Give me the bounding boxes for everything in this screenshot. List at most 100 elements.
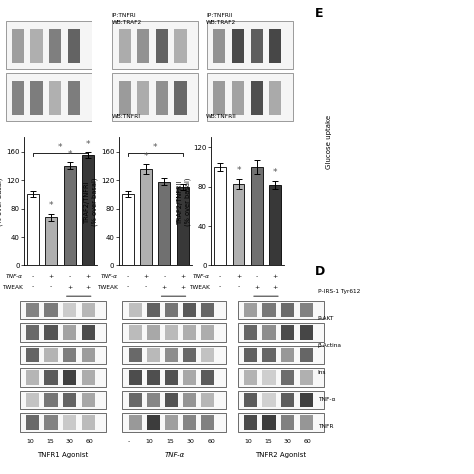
Bar [20,323,106,342]
Bar [27,194,39,265]
Bar [183,325,196,340]
Bar [118,29,131,63]
Bar [147,393,160,407]
Text: TWEAK: TWEAK [2,285,23,290]
Bar [112,73,198,121]
Text: 60: 60 [86,439,93,444]
Bar [26,370,39,385]
Text: -: - [237,285,240,290]
Text: TNFR2 Agonist: TNFR2 Agonist [255,452,307,458]
Bar [82,303,95,317]
Bar [129,415,142,430]
Bar [20,413,106,432]
Bar [201,393,214,407]
Text: -: - [127,274,129,280]
Text: -: - [32,274,34,280]
Text: *: * [67,149,72,158]
Text: -: - [219,285,221,290]
Text: +: + [236,274,241,280]
Bar [238,391,324,409]
Text: TNF-α: TNF-α [164,452,184,458]
Bar [213,81,226,115]
Bar [147,348,160,362]
Text: TNF-α: TNF-α [6,274,23,280]
Bar [45,370,58,385]
Bar [122,391,227,409]
Bar [45,325,58,340]
Text: -: - [255,274,258,280]
Text: WB:TNFRI: WB:TNFRI [111,114,140,119]
Y-axis label: TRAF2/TNFRI
(% over basal): TRAF2/TNFRI (% over basal) [84,177,98,226]
Bar [122,301,227,319]
Bar [233,184,245,265]
Bar [20,368,106,387]
Bar [63,348,76,362]
Bar [49,29,61,63]
Bar [281,303,294,317]
Text: +: + [180,274,185,280]
Text: 10: 10 [245,439,252,444]
Text: TWEAK: TWEAK [97,285,118,290]
Text: *: * [49,201,54,210]
Text: TWEAK: TWEAK [189,285,210,290]
Bar [122,413,227,432]
Text: 60: 60 [208,439,215,444]
Text: 30: 30 [187,439,195,444]
Bar [147,370,160,385]
Text: TNFR1 Agonist: TNFR1 Agonist [37,452,89,458]
Bar [118,81,131,115]
Bar [112,21,198,69]
Bar [122,194,134,265]
Bar [82,155,94,265]
Bar [238,346,324,364]
Text: E: E [315,7,324,20]
Text: WB:TRAF2: WB:TRAF2 [206,20,237,25]
Bar [158,182,170,265]
Bar [238,301,324,319]
Bar [45,348,58,362]
Bar [30,29,43,63]
Bar [165,348,178,362]
Bar [165,325,178,340]
Bar [263,325,276,340]
Text: +: + [254,285,259,290]
Bar [6,73,91,121]
Text: TNF-α: TNF-α [193,274,210,280]
Bar [137,29,149,63]
Bar [45,303,58,317]
Bar [165,415,178,430]
Text: +: + [85,274,91,280]
Bar [68,81,80,115]
Text: -: - [163,274,165,280]
Text: P-IRS-1 Tyr612: P-IRS-1 Tyr612 [318,289,360,294]
Bar [68,29,80,63]
Bar [269,185,281,265]
Text: *: * [273,168,277,177]
Bar [238,323,324,342]
Text: TNF-α: TNF-α [318,397,335,402]
Bar [201,348,214,362]
Bar [63,303,76,317]
Bar [140,170,152,265]
Text: *: * [236,166,241,175]
Text: TNF-α: TNF-α [100,274,118,280]
Bar [300,415,313,430]
Bar [174,29,187,63]
Bar [207,73,293,121]
Bar [122,368,227,387]
Bar [63,393,76,407]
Text: -: - [127,285,129,290]
Bar [12,29,24,63]
Bar [281,393,294,407]
Bar [6,21,91,69]
Bar [251,167,263,265]
Bar [183,348,196,362]
Bar [30,81,43,115]
Bar [122,346,227,364]
Text: P-AKT: P-AKT [318,316,334,321]
Y-axis label: TRAF2/TNFRI
(% over basal): TRAF2/TNFRI (% over basal) [0,177,3,226]
Bar [183,415,196,430]
Bar [82,415,95,430]
Text: +: + [273,274,278,280]
Text: -: - [219,274,221,280]
